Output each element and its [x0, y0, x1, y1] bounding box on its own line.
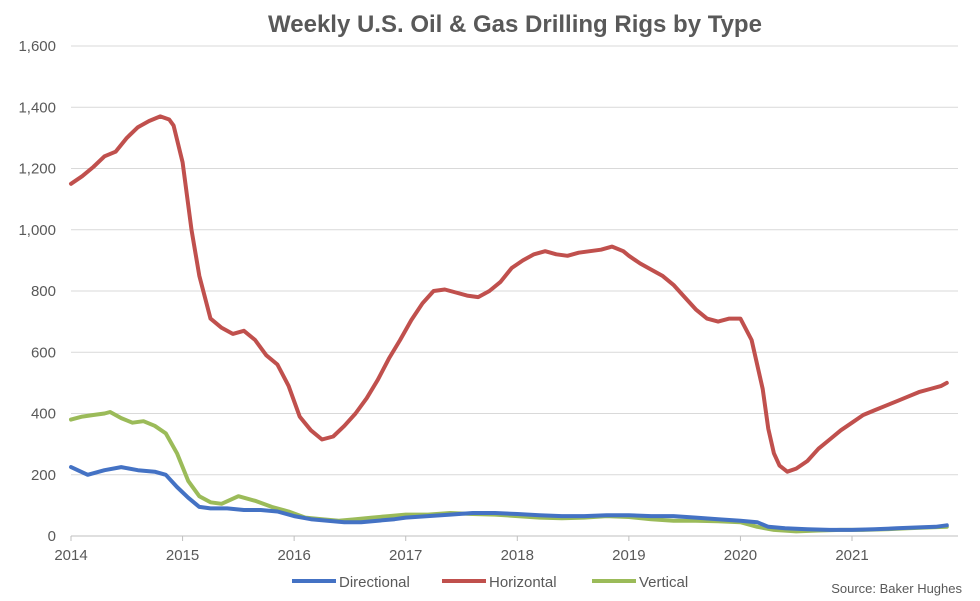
x-tick-label: 2019 — [612, 547, 645, 564]
y-tick-label: 1,400 — [18, 99, 56, 116]
legend-label-directional: Directional — [339, 574, 410, 591]
series-lines — [71, 116, 947, 531]
x-tick-label: 2015 — [166, 547, 199, 564]
x-tick-label: 2018 — [501, 547, 534, 564]
y-tick-label: 0 — [48, 528, 56, 545]
chart: Weekly U.S. Oil & Gas Drilling Rigs by T… — [0, 0, 980, 601]
legend-item-vertical: Vertical — [592, 574, 688, 591]
gridlines — [71, 46, 958, 475]
x-tick-label: 2016 — [277, 547, 310, 564]
chart-title: Weekly U.S. Oil & Gas Drilling Rigs by T… — [268, 11, 762, 38]
y-axis-ticks: 0 200 400 600 800 1,000 1,200 1,400 1,600 — [18, 38, 56, 545]
y-tick-label: 800 — [31, 283, 56, 300]
x-tick-label: 2017 — [389, 547, 422, 564]
legend-item-horizontal: Horizontal — [442, 574, 557, 591]
legend: Directional Horizontal Vertical — [292, 574, 688, 591]
legend-item-directional: Directional — [292, 574, 410, 591]
legend-label-horizontal: Horizontal — [489, 574, 557, 591]
x-tick-label: 2014 — [54, 547, 87, 564]
y-tick-label: 600 — [31, 344, 56, 361]
y-tick-label: 1,000 — [18, 222, 56, 239]
series-line-horizontal — [71, 116, 947, 471]
x-tick-label: 2021 — [835, 547, 868, 564]
y-tick-label: 200 — [31, 467, 56, 484]
x-tick-label: 2020 — [724, 547, 757, 564]
x-axis-ticks: 2014 2015 2016 2017 2018 2019 2020 2021 — [54, 536, 868, 564]
y-tick-label: 1,600 — [18, 38, 56, 55]
y-tick-label: 1,200 — [18, 161, 56, 178]
legend-label-vertical: Vertical — [639, 574, 688, 591]
source-note: Source: Baker Hughes — [831, 581, 962, 596]
y-tick-label: 400 — [31, 406, 56, 423]
